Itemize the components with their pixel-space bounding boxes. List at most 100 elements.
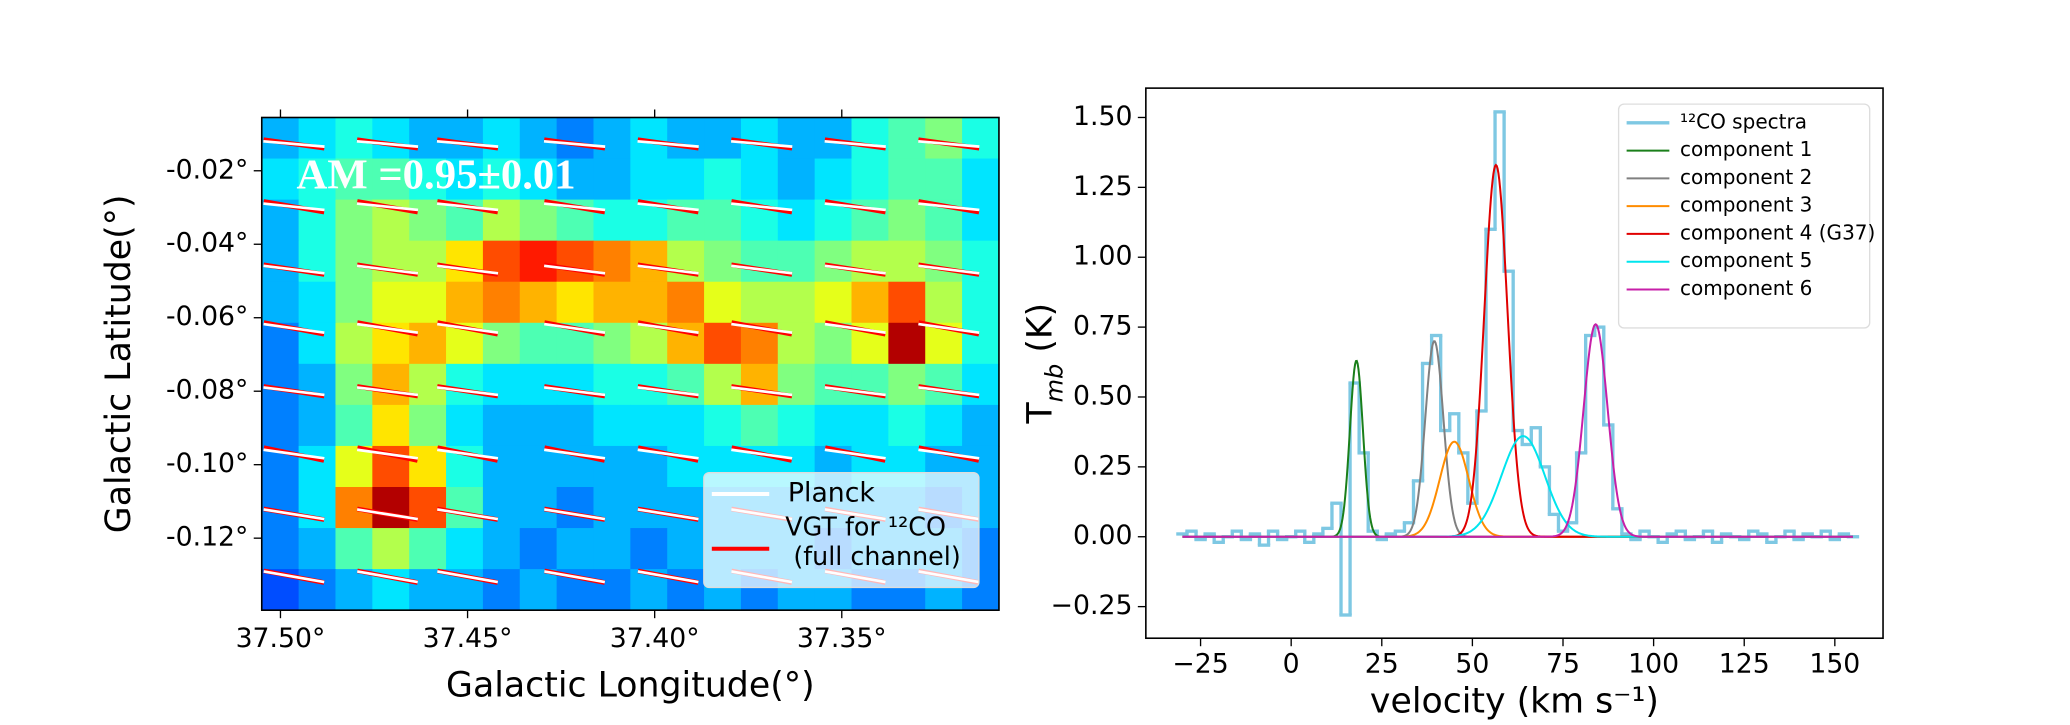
polarization-vector (637, 264, 699, 275)
polarization-vector (637, 202, 699, 212)
heatmap-cell (667, 281, 705, 324)
x-tick-label: 37.45° (423, 623, 513, 654)
heatmap-cell (704, 363, 742, 406)
heatmap-cell (667, 528, 705, 570)
polarization-vector (918, 202, 980, 212)
heatmap-cell (335, 569, 374, 611)
polarization-vector (263, 322, 325, 334)
heatmap-cell (519, 445, 558, 488)
heatmap-cell (593, 322, 632, 365)
polarization-vector (824, 202, 886, 212)
heatmap-cell (482, 487, 521, 529)
polarization-vector (263, 386, 325, 397)
heatmap-cell (261, 281, 300, 324)
heatmap-cell (962, 158, 1000, 201)
heatmap-cell (335, 487, 374, 529)
heatmap-cell (593, 240, 632, 283)
heatmap-cell (482, 322, 521, 365)
y-tick-label: 0.75 (1073, 311, 1132, 342)
heatmap-cell (372, 281, 410, 324)
heatmap-cell (482, 445, 521, 488)
heatmap-cell (962, 117, 1000, 160)
heatmap-cell (298, 281, 337, 324)
heatmap-cell (888, 158, 926, 201)
heatmap-cell (519, 404, 558, 447)
heatmap-cell (409, 199, 447, 242)
polarization-vector (357, 570, 418, 584)
heatmap-cell (372, 487, 410, 529)
heatmap-cell (667, 445, 705, 488)
polarization-vector (824, 264, 886, 275)
heatmap-cell (888, 281, 926, 324)
heatmap-cell (593, 445, 632, 488)
heatmap-cell (704, 404, 742, 447)
x-tick-label: 37.50° (236, 623, 326, 654)
heatmap-cell (298, 487, 337, 529)
polarization-vector (356, 448, 419, 460)
polarization-vector (730, 139, 793, 148)
y-tick-label: -0.12° (166, 522, 248, 553)
heatmap-cell (593, 404, 632, 447)
heatmap-cell (962, 322, 1000, 365)
heatmap-cell (298, 363, 337, 406)
x-tick-label: 125 (1719, 648, 1770, 679)
polarization-vector (436, 386, 499, 397)
heatmap-cell (409, 569, 447, 611)
heatmap-cell (630, 240, 668, 283)
heatmap-cell (372, 363, 410, 406)
heatmap-cell (261, 528, 300, 570)
y-axis-label: Galactic Latitude(°) (99, 194, 139, 533)
heatmap-cell (335, 528, 374, 570)
polarization-vector (263, 264, 325, 275)
heatmap-cell (777, 199, 816, 242)
heatmap-cell (372, 528, 410, 570)
heatmap-cell (962, 281, 1000, 324)
heatmap-cell (630, 528, 668, 570)
heatmap-cell (814, 363, 853, 406)
y-tick-label: 0.25 (1073, 450, 1132, 481)
heatmap-cell (482, 240, 521, 283)
legend-label: component 5 (1680, 248, 1812, 272)
heatmap-cell (704, 199, 742, 242)
legend-label: component 2 (1680, 165, 1812, 189)
polarization-vector (356, 386, 419, 397)
heatmap-cell (888, 199, 926, 242)
heatmap-cell (482, 528, 521, 570)
heatmap-cell (667, 158, 705, 201)
polarization-vector (731, 322, 793, 334)
heatmap-cell (740, 117, 779, 160)
heatmap-cell (777, 363, 816, 406)
heatmap-cell (409, 528, 447, 570)
polarization-vector (731, 202, 793, 212)
heatmap-cell (777, 281, 816, 324)
heatmap-cell (593, 569, 632, 611)
polarization-vector (918, 386, 980, 397)
x-tick-label: 0 (1283, 648, 1300, 679)
heatmap-cell (261, 363, 300, 406)
heatmap-cell (298, 158, 337, 201)
heatmap-cell (630, 322, 668, 365)
polarization-vector (637, 448, 699, 460)
polarization-vector (918, 322, 980, 334)
heatmap-cell (409, 281, 447, 324)
heatmap-cell (777, 322, 816, 365)
heatmap-cell (372, 117, 410, 160)
heatmap-cell (335, 281, 374, 324)
polarization-vector (637, 139, 699, 148)
heatmap-cell (519, 158, 558, 201)
heatmap-cell (556, 363, 595, 406)
polarization-vector (543, 448, 606, 460)
legend-label: component 3 (1680, 193, 1812, 217)
x-tick-label: 25 (1365, 648, 1399, 679)
heatmap-cell (630, 281, 668, 324)
heatmap-cell (925, 404, 963, 447)
polarization-vector (356, 139, 419, 148)
polarization-vector (356, 202, 419, 212)
polarization-vector (543, 139, 606, 148)
polarization-vector (544, 508, 606, 521)
polarization-vector (263, 202, 325, 212)
polarization-vector (263, 139, 325, 148)
legend-label-box: VGT for ¹²CO (full channel) (785, 513, 960, 572)
legend-label: Planck (788, 478, 875, 509)
heatmap-cell (446, 404, 484, 447)
